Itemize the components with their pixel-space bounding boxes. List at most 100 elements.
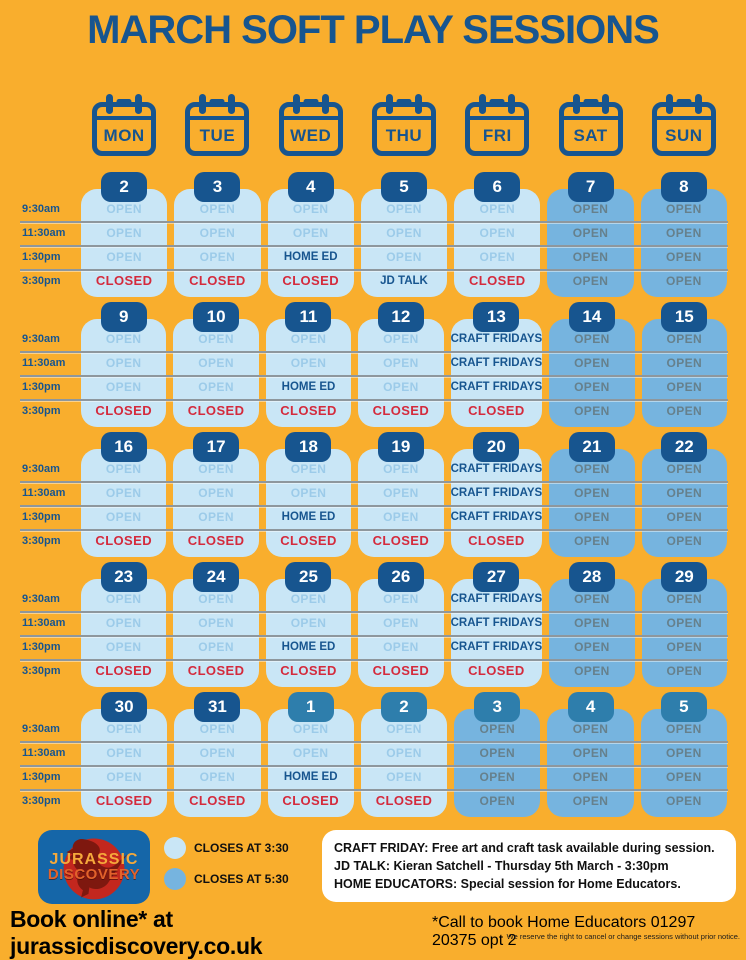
session-slot: CLOSED xyxy=(187,403,245,418)
session-cell: OPEN OPEN OPEN OPEN xyxy=(547,709,634,817)
day-column: 22 OPEN OPEN OPEN OPEN xyxy=(641,432,727,557)
session-slot: CRAFT FRIDAYS xyxy=(450,463,543,475)
session-slot: OPEN xyxy=(479,250,516,264)
session-slot: CLOSED xyxy=(95,273,153,288)
session-slot: OPEN xyxy=(105,510,142,524)
day-name-label: FRI xyxy=(482,126,512,145)
session-slot: OPEN xyxy=(572,770,609,784)
session-cell: OPEN OPEN OPEN OPEN xyxy=(454,709,541,817)
session-slot: OPEN xyxy=(666,592,703,606)
session-slot: OPEN xyxy=(666,534,703,548)
day-column: 20 CRAFT FRIDAYS CRAFT FRIDAYS CRAFT FRIDAY… xyxy=(450,432,543,557)
calendar-icon-part xyxy=(135,94,143,114)
day-column: 14 OPEN OPEN OPEN OPEN xyxy=(549,302,635,427)
week-row-4: 9:30am 11:30am 1:30pm 3:30pm 23 OPEN OPEN OPEN C… xyxy=(0,562,746,687)
jurassic-discovery-logo: JURASSIC DISCOVERY xyxy=(38,830,150,904)
session-slot: OPEN xyxy=(290,592,327,606)
date-bubble: 10 xyxy=(193,302,240,332)
date-bubble: 21 xyxy=(568,432,615,462)
session-slot: OPEN xyxy=(199,746,236,760)
session-slot: CLOSED xyxy=(468,533,525,548)
session-slot: HOME ED xyxy=(281,641,336,653)
time-label: 11:30am xyxy=(22,227,66,239)
divider-line xyxy=(20,269,728,271)
session-slot: OPEN xyxy=(198,380,234,394)
day-column: 19 OPEN OPEN OPEN CLOSED xyxy=(358,432,444,557)
logo-line-discovery: DISCOVERY xyxy=(47,866,141,883)
calendar-icon-sun: SUN xyxy=(651,94,716,156)
calendar-icon-part xyxy=(321,94,329,114)
session-slot: OPEN xyxy=(105,332,142,346)
session-slot: OPEN xyxy=(198,616,234,630)
session-slot: OPEN xyxy=(199,226,236,240)
session-slot: OPEN xyxy=(666,462,703,476)
session-cell: OPEN OPEN HOME ED CLOSED xyxy=(265,449,352,557)
date-bubble: 1 xyxy=(287,692,334,722)
day-column: 24 OPEN OPEN OPEN CLOSED xyxy=(173,562,259,687)
session-slot: OPEN xyxy=(199,770,236,784)
session-slot: CLOSED xyxy=(282,273,339,288)
time-label: 11:30am xyxy=(22,747,66,759)
session-slot: OPEN xyxy=(198,332,234,346)
session-slot: OPEN xyxy=(572,226,609,240)
session-cell: OPEN OPEN OPEN CLOSED xyxy=(360,709,448,817)
session-slot: OPEN xyxy=(574,486,610,500)
calendar-icon-part xyxy=(583,99,599,104)
footer-bar: Book online* at jurassicdiscovery.co.uk … xyxy=(0,906,746,960)
session-slot: CLOSED xyxy=(468,663,525,678)
session-slot: OPEN xyxy=(290,332,327,346)
small-print-disclaimer: We reserve the right to cancel or change… xyxy=(506,932,740,941)
session-slot: CLOSED xyxy=(95,403,152,418)
calendar-icon-part xyxy=(414,94,422,114)
session-slot: OPEN xyxy=(574,356,610,370)
date-bubble: 12 xyxy=(377,302,424,332)
day-name-label: SUN xyxy=(665,126,703,145)
session-slot: OPEN xyxy=(574,592,610,606)
session-slot: HOME ED xyxy=(281,381,336,393)
day-column: 26 OPEN OPEN OPEN CLOSED xyxy=(358,562,444,687)
session-cell: OPEN OPEN OPEN OPEN xyxy=(640,189,727,297)
day-column: 4 OPEN OPEN OPEN OPEN xyxy=(547,692,634,817)
session-slot: OPEN xyxy=(572,746,609,760)
calendar-icon-tue: TUE xyxy=(185,94,250,156)
time-label: 1:30pm xyxy=(22,771,61,783)
divider-line xyxy=(20,399,728,401)
day-column: 27 CRAFT FRIDAYS CRAFT FRIDAYS CRAFT FRIDAY… xyxy=(450,562,543,687)
session-slot: CLOSED xyxy=(95,533,152,548)
session-slot: OPEN xyxy=(383,592,419,606)
calendar-icon-mon: MON xyxy=(92,94,157,156)
dinosaur-logo-icon xyxy=(63,838,128,900)
session-slot: OPEN xyxy=(386,770,422,784)
session-cell: OPEN OPEN OPEN OPEN xyxy=(641,579,727,687)
calendar-icon-part xyxy=(396,99,412,104)
session-slot: OPEN xyxy=(574,462,610,476)
time-column: 9:30am 11:30am 1:30pm 3:30pm xyxy=(22,172,74,297)
day-column: 5 OPEN OPEN OPEN JD TALK xyxy=(360,172,448,297)
session-slot: CRAFT FRIDAYS xyxy=(450,357,543,369)
time-label: 3:30pm xyxy=(22,405,61,417)
calendar-icon-part xyxy=(97,116,152,120)
session-cell: OPEN OPEN HOME ED CLOSED xyxy=(267,189,354,297)
session-slot: OPEN xyxy=(666,404,703,418)
session-cell: OPEN OPEN OPEN CLOSED xyxy=(454,189,541,297)
calendar-icon-part xyxy=(572,94,580,114)
session-slot: OPEN xyxy=(106,226,142,240)
session-slot: CLOSED xyxy=(468,403,525,418)
logo-line-jurassic: JURASSIC xyxy=(49,851,139,868)
day-column: 30 OPEN OPEN OPEN CLOSED xyxy=(81,692,168,817)
day-column: 16 OPEN OPEN OPEN CLOSED xyxy=(81,432,167,557)
time-column: 9:30am 11:30am 1:30pm 3:30pm xyxy=(22,302,74,427)
session-cell: CRAFT FRIDAYS CRAFT FRIDAYS CRAFT FRIDAYS C… xyxy=(450,579,543,687)
session-slot: HOME ED xyxy=(283,771,338,783)
calendar-icon-part xyxy=(665,94,673,114)
session-cell: OPEN OPEN OPEN OPEN xyxy=(641,449,727,557)
date-bubble: 3 xyxy=(474,692,521,722)
session-slot: OPEN xyxy=(666,202,702,216)
legend-item-closes-530: CLOSES AT 5:30 xyxy=(164,868,312,890)
legend-item-closes-330: CLOSES AT 3:30 xyxy=(164,837,312,859)
calendar-icon-thu: THU xyxy=(371,94,436,156)
session-slot: JD TALK xyxy=(380,275,428,287)
session-cell: OPEN OPEN OPEN CLOSED xyxy=(358,319,444,427)
date-bubble: 4 xyxy=(567,692,614,722)
session-slot: CLOSED xyxy=(189,793,246,808)
